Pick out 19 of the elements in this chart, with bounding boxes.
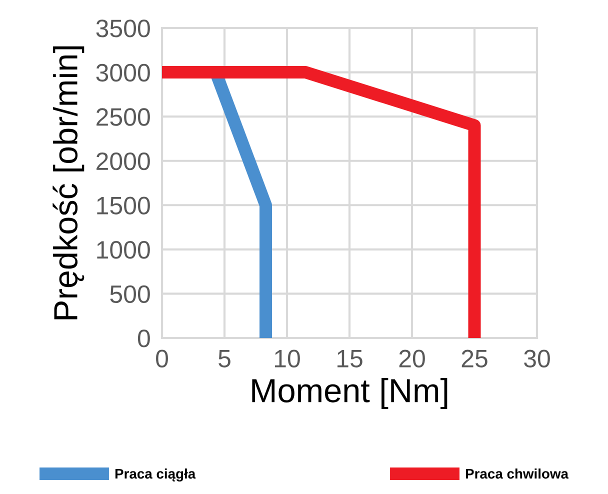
y-tick-label: 3500 bbox=[96, 20, 150, 38]
x-tick-label: 20 bbox=[399, 350, 425, 368]
y-tick-label: 1000 bbox=[97, 241, 150, 259]
x-tick-label: 5 bbox=[218, 350, 230, 368]
x-axis-title: Moment [Nm] bbox=[252, 378, 448, 410]
x-tick-label: 0 bbox=[156, 350, 168, 368]
legend-label: Praca chwilowa bbox=[466, 468, 569, 479]
y-tick-label: 1500 bbox=[97, 196, 150, 214]
y-tick-label: 3000 bbox=[96, 64, 150, 82]
y-axis-title: Prędkość [obr/min] bbox=[52, 46, 84, 320]
y-tick-label: 2500 bbox=[96, 108, 150, 126]
x-tick-label: 30 bbox=[524, 350, 550, 368]
x-tick-label: 25 bbox=[462, 350, 488, 368]
x-tick-label: 15 bbox=[338, 350, 362, 368]
x-tick-label: 10 bbox=[275, 350, 300, 368]
y-tick-label: 2000 bbox=[96, 152, 150, 170]
y-tick-label: 500 bbox=[110, 285, 150, 304]
y-tick-label: 0 bbox=[138, 330, 150, 348]
legend-label: Praca ciągła bbox=[115, 468, 196, 482]
